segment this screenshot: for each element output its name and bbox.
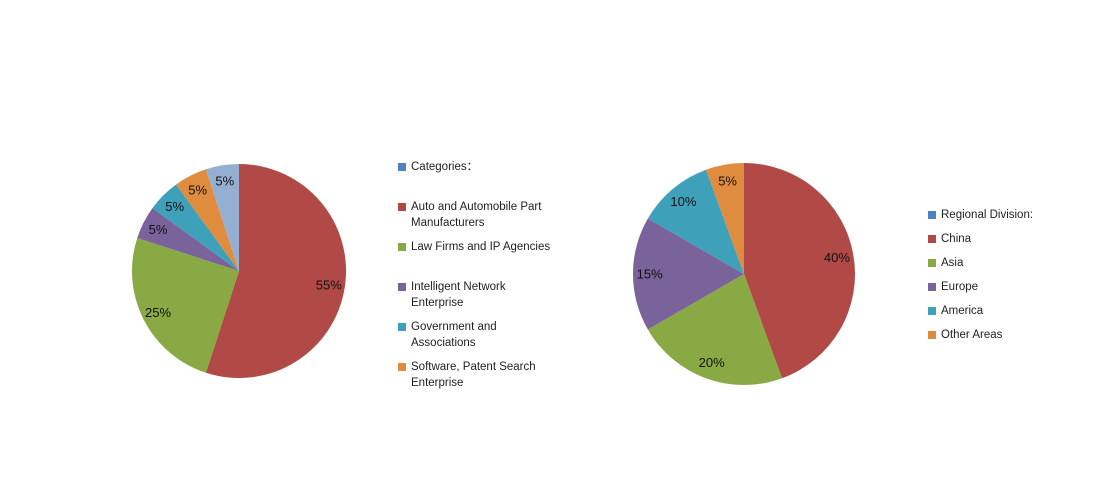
categories-legend: Categories： Auto and Automobile Part Manu… xyxy=(398,159,550,399)
legend-color-swatch xyxy=(928,283,936,291)
pie-slice-label: 5% xyxy=(215,174,234,189)
legend-item: Law Firms and IP Agencies xyxy=(398,239,550,279)
legend-color-swatch xyxy=(398,363,406,371)
pie-slice xyxy=(137,208,239,271)
pie-slice xyxy=(205,164,347,378)
legend-item: Software, Patent Search Enterprise xyxy=(398,359,550,399)
pie-slice-label: 15% xyxy=(637,267,663,282)
legend-color-swatch xyxy=(398,283,406,291)
legend-label: Categories： xyxy=(411,161,479,173)
pie-slice-label: 5% xyxy=(165,199,184,214)
pie-slice xyxy=(706,163,744,274)
legend-color-swatch xyxy=(928,211,936,219)
legend-color-swatch xyxy=(928,235,936,243)
pie-slice-label: 5% xyxy=(188,183,207,198)
legend-item: Intelligent Network Enterprise xyxy=(398,279,550,319)
pie-slice xyxy=(205,164,239,271)
legend-item: America xyxy=(928,303,1033,327)
legend-color-swatch xyxy=(928,331,936,339)
pie-slice-label: 5% xyxy=(718,174,737,189)
legend-item: Europe xyxy=(928,279,1033,303)
legend-item: China xyxy=(928,231,1033,255)
pie-slice-label: 40% xyxy=(824,250,850,265)
legend-label: America xyxy=(941,305,984,317)
legend-series-title: Categories： xyxy=(398,159,550,199)
legend-series-title: Regional Division: xyxy=(928,207,1033,231)
pie-slice xyxy=(744,163,856,379)
pie-slice-label: 20% xyxy=(699,355,725,370)
pie-slice-label: 5% xyxy=(149,222,168,237)
legend-label: Law Firms and IP Agencies xyxy=(411,241,551,253)
legend-item: Other Areas xyxy=(928,327,1033,351)
legend-color-swatch xyxy=(398,203,406,211)
legend-color-swatch xyxy=(928,307,936,315)
legend-color-swatch xyxy=(398,323,406,331)
legend-label: China xyxy=(941,233,972,245)
regional-division-pie: 40% 20% 15% 10% 5% xyxy=(632,163,856,386)
pie-slice xyxy=(152,184,239,271)
pie-slice xyxy=(132,237,239,373)
categories-pie: 55% 25% 5% 5% 5% 5% xyxy=(132,164,347,378)
legend-item: Asia xyxy=(928,255,1033,279)
legend-label: Other Areas xyxy=(941,329,1003,341)
pie-slice-label: 25% xyxy=(145,305,171,320)
regional-division-legend: Regional Division: China Asia Europe America… xyxy=(928,207,1033,351)
legend-color-swatch xyxy=(398,243,406,251)
legend-label: Asia xyxy=(941,257,964,269)
legend-label: Auto and Automobile Part Manufacturers xyxy=(411,201,542,229)
legend-label: Software, Patent Search Enterprise xyxy=(411,361,536,389)
pie-slice-label: 55% xyxy=(316,278,342,293)
pie-slice xyxy=(647,274,782,386)
pie-slice xyxy=(176,169,239,271)
pie-slice xyxy=(632,218,744,330)
legend-item: Auto and Automobile Part Manufacturers xyxy=(398,199,550,239)
legend-label: Europe xyxy=(941,281,979,293)
pie-slice-label: 10% xyxy=(670,194,696,209)
legend-label: Regional Division: xyxy=(941,209,1034,221)
legend-label: Government and Associations xyxy=(411,321,497,349)
legend-color-swatch xyxy=(398,163,406,171)
legend-color-swatch xyxy=(928,259,936,267)
legend-label: Intelligent Network Enterprise xyxy=(411,281,506,309)
pie-slice xyxy=(647,169,744,274)
legend-item: Government and Associations xyxy=(398,319,550,359)
